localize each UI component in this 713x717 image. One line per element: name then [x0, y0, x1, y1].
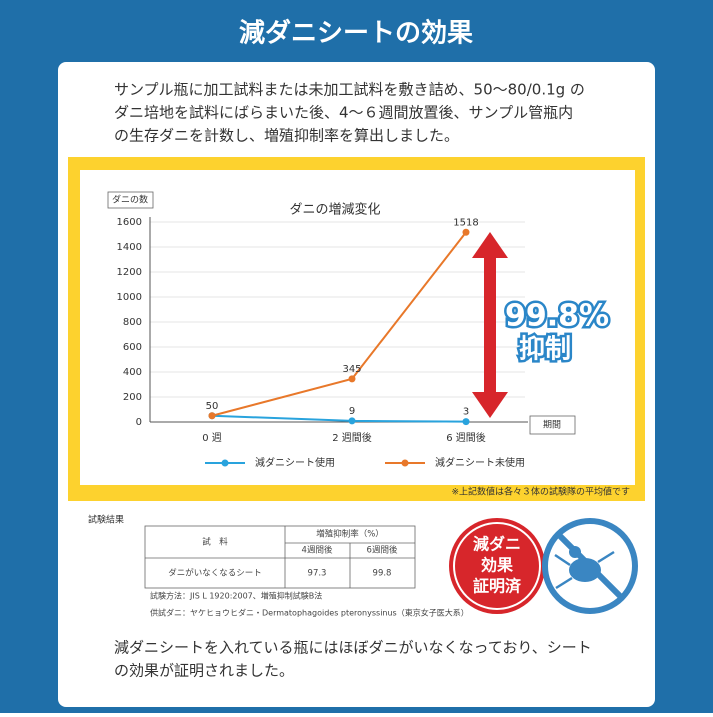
x-tick-label: 2 週間後: [332, 431, 372, 444]
table-header: 4週間後: [302, 545, 333, 556]
x-label-box: [529, 415, 576, 435]
y-tick-label: 0: [136, 417, 142, 428]
intro: サンプル瓶に加工試料または未加工試料を敷き詰め、50〜80/0.1g の ダニ培…: [114, 81, 585, 145]
table-header: 増殖抑制率（%）: [316, 529, 384, 540]
y-tick-label: 1600: [117, 217, 142, 228]
arrow: [472, 232, 508, 418]
note: ※上記数値は各々３体の試験隊の平均値です: [451, 486, 630, 498]
y-tick-label: 1400: [117, 242, 142, 253]
mite: 供試ダニ：ヤケヒョウヒダニ・Dermatophagoides pteronyss…: [150, 608, 469, 618]
value-label: 1518: [453, 217, 478, 228]
table-header: 6週間後: [367, 545, 398, 556]
point: [208, 412, 216, 420]
conclusion-line: 減ダニシートを入れている瓶にはほぼダニがいなくなっており、シート: [114, 639, 592, 657]
x-tick-label: 0 週: [202, 432, 222, 444]
y-tick-label: 200: [123, 392, 142, 403]
table-lines: [144, 525, 416, 589]
legend-label: 減ダニシート使用: [255, 456, 335, 469]
intro-line: サンプル瓶に加工試料または未加工試料を敷き詰め、50〜80/0.1g の: [114, 81, 585, 99]
stamp-text: 減ダニ 効果 証明済: [473, 535, 522, 596]
no-mite-icon: [542, 518, 638, 614]
legend-marker: [221, 459, 229, 467]
annotation-text: 抑制: [519, 335, 571, 365]
value-label: 9: [349, 406, 355, 417]
y-tick-label: 1000: [117, 292, 142, 303]
table-cell: 99.8: [373, 569, 392, 579]
method: 試験方法：JIS L 1920:2007、増殖抑制試験B法: [150, 591, 322, 601]
stamp-line: 効果: [481, 556, 513, 575]
table-header: 試 料: [202, 537, 228, 548]
y-tick-label: 1200: [117, 267, 142, 278]
legend-marker: [401, 459, 409, 467]
x-axis-label: 期間: [543, 420, 561, 431]
stamp-line: 証明済: [473, 577, 522, 596]
value-label: 3: [463, 407, 469, 418]
table: 試 料 増殖抑制率（%） 4週間後 6週間後 ダニがいなくなるシート 97.3 …: [168, 529, 398, 579]
y-tick-label: 600: [123, 342, 142, 353]
table-cell: 97.3: [308, 569, 327, 579]
x-tick-label: 6 週間後: [446, 431, 486, 444]
intro-line: の生存ダニを計数し、増殖抑制率を算出しました。: [114, 127, 459, 145]
point: [462, 418, 470, 426]
stamp-line: 減ダニ: [473, 535, 521, 554]
point: [348, 417, 356, 425]
value-label: 50: [206, 401, 219, 412]
point: [348, 375, 356, 383]
value-label: 345: [342, 364, 361, 375]
title: 減ダニシートの効果: [239, 18, 473, 49]
results-title: 試験結果: [88, 514, 124, 526]
intro-line: ダニ培地を試料にばらまいた後、4〜６週間放置後、サンプル管瓶内: [114, 104, 573, 122]
stamp: [449, 518, 545, 614]
table-cell: ダニがいなくなるシート: [168, 568, 262, 579]
conclusion-line: の効果が証明されました。: [114, 662, 294, 680]
y-tick-label: 400: [123, 367, 142, 378]
y-label-box: [107, 191, 154, 209]
annotation-rate: 99.8%: [505, 299, 609, 334]
chart-title: ダニの増減変化: [289, 202, 380, 218]
y-tick-label: 800: [123, 317, 142, 328]
stamp-ring: [453, 522, 541, 610]
point: [462, 228, 470, 236]
chart: ダニの増減変化 ダニの数 0 200 400 600 800 1000 1200 1400 1600…: [107, 191, 612, 469]
y-axis-label: ダニの数: [112, 194, 148, 206]
legend-label: 減ダニシート未使用: [435, 456, 525, 469]
